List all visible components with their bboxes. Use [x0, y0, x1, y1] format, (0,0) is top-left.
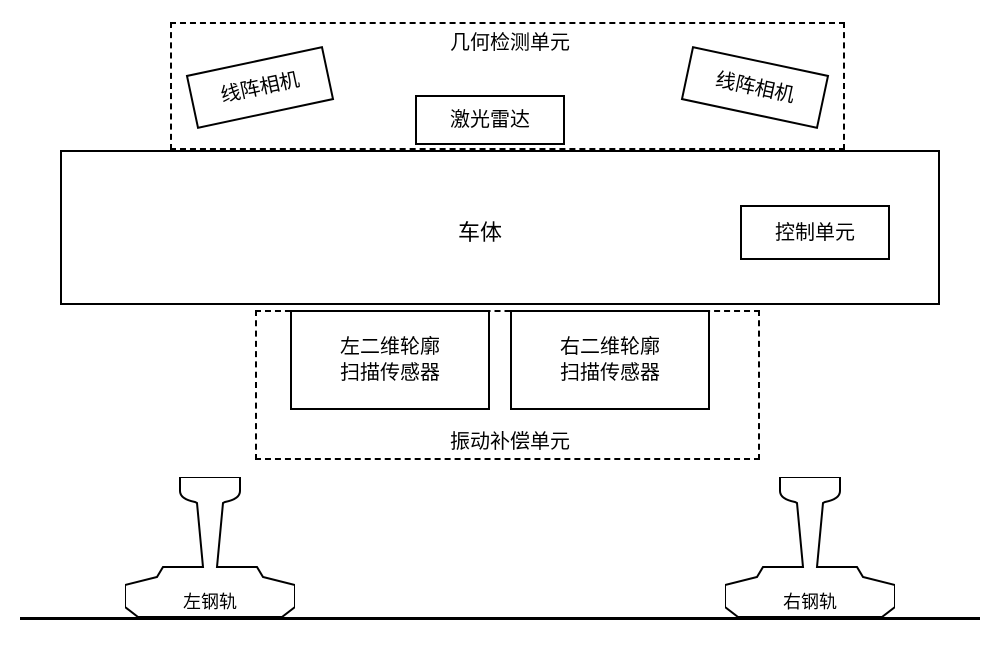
right-2d-profile-sensor: 右二维轮廓 扫描传感器 [510, 310, 710, 410]
diagram-canvas: 几何检测单元 线阵相机 线阵相机 激光雷达 车体 控制单元 振动补偿单元 左二维… [0, 0, 1000, 647]
line-camera-left-label: 线阵相机 [218, 66, 302, 108]
control-unit-label: 控制单元 [775, 220, 855, 246]
lidar-label: 激光雷达 [450, 107, 530, 133]
control-unit-box: 控制单元 [740, 205, 890, 260]
lidar-box: 激光雷达 [415, 95, 565, 145]
right-rail-label: 右钢轨 [770, 588, 850, 614]
geometry-detection-unit-label: 几何检测单元 [430, 26, 590, 55]
left-2d-profile-sensor: 左二维轮廓 扫描传感器 [290, 310, 490, 410]
left-sensor-line1: 左二维轮廓 [340, 334, 440, 360]
vibration-compensation-unit-label: 振动补偿单元 [430, 425, 590, 454]
left-rail-label: 左钢轨 [170, 588, 250, 614]
car-body-label: 车体 [440, 215, 520, 247]
right-sensor-line1: 右二维轮廓 [560, 334, 660, 360]
left-sensor-line2: 扫描传感器 [340, 360, 440, 386]
ground-line [20, 617, 980, 620]
line-camera-right-label: 线阵相机 [713, 66, 797, 108]
right-sensor-line2: 扫描传感器 [560, 360, 660, 386]
